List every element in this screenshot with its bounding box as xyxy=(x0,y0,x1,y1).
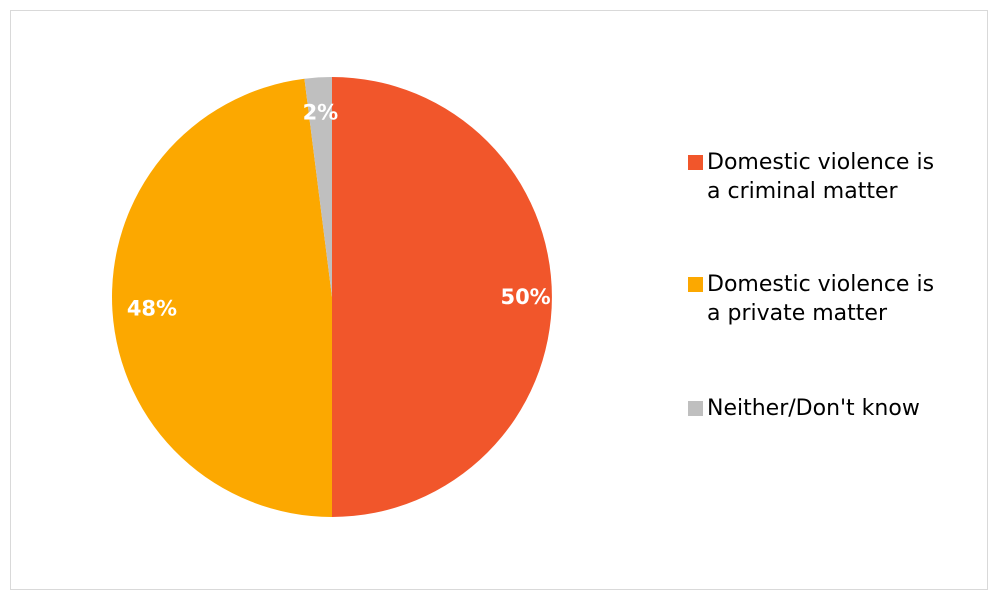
data-label-neither-dont-know: 2% xyxy=(303,101,339,125)
legend-label-private-matter: Domestic violence is a private matter xyxy=(707,272,935,326)
legend-swatch-private-matter xyxy=(688,277,703,292)
legend-swatch-neither-dont-know xyxy=(688,401,703,416)
data-label-criminal-matter: 50% xyxy=(500,285,550,309)
legend-label-criminal-matter: Domestic violence is a criminal matter xyxy=(707,150,935,204)
legend-item-neither-dont-know: Neither/Don't know xyxy=(688,394,972,423)
legend-label-neither-dont-know: Neither/Don't know xyxy=(707,396,920,421)
pie-slice-neither-dont-know xyxy=(304,77,332,297)
pie-chart: 50% 48% 2% xyxy=(111,77,552,517)
pie-slice-private-matter xyxy=(111,78,332,517)
legend-item-private-matter: Domestic violence is a private matter xyxy=(688,270,972,328)
legend-swatch-criminal-matter xyxy=(688,155,703,170)
pie-slice-criminal-matter xyxy=(332,77,552,517)
legend-item-criminal-matter: Domestic violence is a criminal matter xyxy=(688,148,972,206)
data-label-private-matter: 48% xyxy=(127,296,177,320)
